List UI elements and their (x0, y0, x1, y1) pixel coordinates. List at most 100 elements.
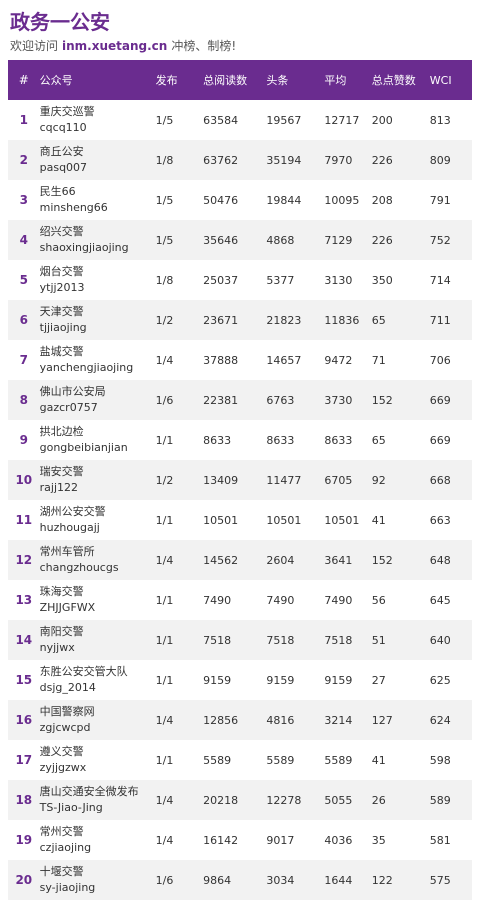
table-row: 14 南阳交警 nyjjwx 1/1 7518 7518 7518 51 640 (8, 620, 472, 660)
cell: 1/4 (155, 780, 204, 820)
account-name: 天津交警 (39, 305, 84, 318)
cell: 7129 (324, 220, 372, 260)
cell: 51 (371, 620, 430, 660)
header-row: # 公众号 发布 总阅读数 头条 平均 总点赞数 WCI (8, 60, 472, 100)
cell: 226 (371, 220, 430, 260)
account-name: 瑞安交警 (39, 465, 84, 478)
cell: 3034 (266, 860, 325, 900)
account: 拱北边检 gongbeibianjian (40, 420, 156, 460)
table-row: 16 中国警察网 zgjcwcpd 1/4 12856 4816 3214 127 624 (8, 700, 472, 740)
cell: 35646 (203, 220, 267, 260)
rank: 17 (15, 753, 33, 767)
cell: 19567 (266, 113, 302, 127)
table-row: 9 拱北边检 gongbeibianjian 1/1 8633 8633 8633 65 669 (8, 420, 472, 460)
cell: 200 (371, 113, 393, 127)
cell: 1/4 (155, 833, 174, 847)
cell: 813 (429, 113, 451, 127)
account-name: 十堰交警 (39, 865, 84, 878)
account-name: 中国警察网 (39, 705, 95, 718)
account-name: 唐山交通安全微发布 (39, 785, 139, 798)
cell: 65 (371, 300, 430, 340)
account-id: gazcr0757 (39, 401, 98, 414)
cell: 63762 (203, 140, 267, 180)
account-id: shaoxingjiaojing (39, 241, 129, 254)
account: 商丘公安 pasq007 (39, 140, 156, 180)
cell: 663 (429, 513, 451, 527)
cell: 5377 (266, 273, 295, 287)
column-header: 平均 (324, 60, 372, 100)
cell: 14657 (266, 353, 302, 367)
cell: 589 (429, 780, 472, 820)
cell: 1/5 (155, 113, 174, 127)
cell: 9017 (266, 833, 295, 847)
cell: 7490 (203, 593, 232, 607)
rank: 8 (8, 380, 40, 420)
account: 民生66 minsheng66 (40, 180, 156, 220)
cell: 12856 (203, 700, 267, 740)
table-row: 20 十堰交警 sy-jiaojing 1/6 9864 3034 1644 122 575 (8, 860, 472, 900)
account-id: dsjg_2014 (39, 681, 96, 694)
cell: 711 (429, 300, 472, 340)
cell: 1/8 (155, 273, 174, 287)
cell: 12717 (324, 113, 360, 127)
column-header: 公众号 (39, 60, 156, 100)
rank: 4 (8, 220, 40, 260)
account: 烟台交警 ytjj2013 (40, 260, 156, 300)
account-name: 盐城交警 (39, 345, 84, 358)
table-row: 13 珠海交警 ZHJJGFWX 1/1 7490 7490 7490 56 645 (8, 580, 472, 620)
cell: 1/2 (155, 460, 204, 500)
cell: 152 (371, 540, 430, 580)
account: 天津交警 tjjiaojing (39, 300, 156, 340)
rank: 10 (8, 460, 40, 500)
site-link[interactable]: inm.xuetang.cn (62, 39, 168, 53)
cell: 12278 (266, 780, 325, 820)
title: 政务一公安 (10, 10, 110, 34)
account-name: 常州交警 (39, 825, 84, 838)
cell: 6763 (266, 380, 325, 420)
cell: 3130 (324, 273, 353, 287)
cell: 5589 (266, 753, 295, 767)
cell: 127 (371, 700, 430, 740)
account-id: czjiaojing (39, 841, 92, 854)
cell: 226 (371, 140, 430, 180)
table-row: 10 瑞安交警 rajj122 1/2 13409 11477 6705 92 668 (8, 460, 472, 500)
cell: 3641 (324, 540, 372, 580)
cell: 3730 (324, 380, 372, 420)
account: 十堰交警 sy-jiaojing (39, 860, 156, 900)
account: 湖州公安交警 huzhougajj (40, 500, 156, 540)
cell: 50476 (203, 193, 239, 207)
cell: 6705 (324, 460, 372, 500)
cell: 23671 (203, 300, 267, 340)
cell: 26 (371, 780, 430, 820)
account: 绍兴交警 shaoxingjiaojing (39, 220, 156, 260)
cell: 581 (429, 833, 451, 847)
account-name: 拱北边检 (39, 425, 84, 438)
cell: 669 (429, 433, 451, 447)
account: 珠海交警 ZHJJGFWX (40, 580, 156, 620)
account-name: 商丘公安 (39, 145, 84, 158)
table-body: 1 重庆交巡警 cqcq110 1/5 63584 19567 12717 200 813 2 商丘… (8, 100, 472, 900)
cell: 35194 (266, 140, 325, 180)
account-id: gongbeibianjian (39, 441, 128, 454)
cell: 1/4 (155, 353, 174, 367)
cell: 7970 (324, 140, 372, 180)
cell: 11477 (266, 460, 325, 500)
cell: 1/5 (155, 220, 204, 260)
cell: 5589 (324, 753, 353, 767)
account: 唐山交通安全微发布 TS-Jiao-Jing (39, 780, 156, 820)
account: 南阳交警 nyjjwx (39, 620, 156, 660)
cell: 65 (371, 433, 386, 447)
cell: 4036 (324, 833, 353, 847)
cell: 1/4 (155, 540, 204, 580)
account: 重庆交巡警 cqcq110 (40, 100, 156, 140)
column-header: 发布 (155, 60, 204, 100)
cell: 645 (429, 593, 451, 607)
account-id: cqcq110 (39, 121, 87, 134)
cell: 752 (429, 220, 472, 260)
cell: 2604 (266, 540, 325, 580)
rank: 18 (8, 780, 40, 820)
account-name: 佛山市公安局 (39, 385, 106, 398)
rank: 20 (8, 860, 40, 900)
cell: 668 (429, 460, 472, 500)
account-id: nyjjwx (39, 641, 75, 654)
